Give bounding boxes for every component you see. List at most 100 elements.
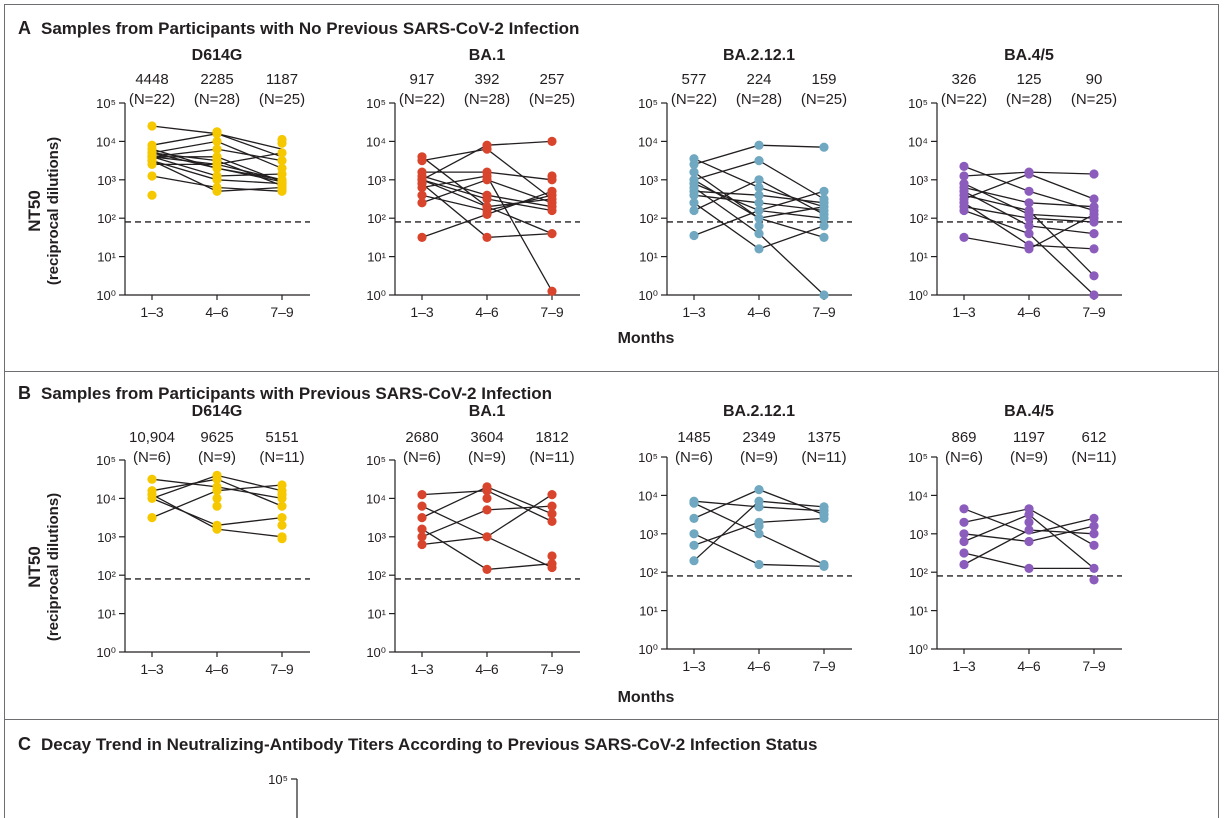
y-tick-label: 10³ — [909, 173, 928, 188]
variant-title: BA.4/5 — [1004, 403, 1054, 420]
n-count-label: (N=11) — [1071, 449, 1116, 466]
x-tick-label: 1–3 — [140, 661, 164, 677]
data-point — [212, 186, 222, 196]
data-point — [482, 505, 492, 515]
y-axis-title: NT50 — [25, 546, 44, 588]
n-count-label: (N=28) — [1006, 91, 1052, 108]
x-tick-label: 4–6 — [747, 304, 771, 320]
gmt-value-label: 1812 — [535, 429, 568, 446]
data-point — [277, 493, 287, 503]
data-point — [754, 198, 764, 208]
y-tick-label: 10² — [639, 565, 658, 580]
n-count-label: (N=28) — [736, 91, 782, 108]
n-count-label: (N=25) — [529, 91, 575, 108]
n-count-label: (N=9) — [198, 449, 236, 466]
data-point — [417, 182, 427, 193]
y-tick-label: 10³ — [909, 527, 928, 542]
data-point — [1089, 575, 1099, 585]
data-point — [147, 190, 157, 200]
data-point — [959, 161, 969, 171]
y-tick-label: 10¹ — [97, 607, 116, 622]
y-tick-label: 10¹ — [639, 604, 658, 619]
data-point — [754, 221, 764, 231]
gmt-value-label: 1187 — [266, 71, 298, 88]
data-point — [959, 205, 969, 216]
x-tick-label: 7–9 — [812, 658, 836, 674]
x-tick-label: 7–9 — [270, 661, 294, 677]
participant-trend-line — [963, 529, 1095, 566]
gmt-value-label: 4448 — [135, 71, 168, 88]
data-point — [1024, 186, 1034, 196]
data-point — [754, 559, 764, 570]
y-tick-label: 10¹ — [367, 607, 386, 622]
gmt-value-label: 326 — [951, 71, 976, 88]
panel-c-title: C Decay Trend in Neutralizing-Antibody Ti… — [18, 734, 817, 755]
gmt-value-label: 3604 — [470, 429, 503, 446]
x-tick-label: 4–6 — [475, 661, 499, 677]
y-tick-label: 10⁰ — [366, 288, 386, 303]
n-count-label: (N=9) — [1010, 449, 1048, 466]
data-point — [1024, 244, 1034, 254]
x-tick-label: 1–3 — [952, 658, 976, 674]
data-point — [819, 213, 829, 223]
gmt-value-label: 577 — [681, 71, 706, 88]
data-point — [482, 486, 492, 496]
n-count-label: (N=22) — [671, 91, 717, 108]
gmt-value-label: 10,904 — [129, 429, 175, 446]
gmt-value-label: 869 — [951, 429, 976, 446]
subplot-ba-2-12-1: BA.2.12.1 1485 (N=6) 1–3 2349 (N=9) 4–6 1375 (N=… — [638, 403, 852, 674]
data-point — [689, 198, 699, 208]
data-point — [754, 175, 764, 185]
data-point — [754, 140, 764, 150]
data-point — [277, 156, 287, 166]
variant-title: BA.1 — [469, 47, 506, 64]
data-point — [819, 221, 829, 231]
variant-title: BA.1 — [469, 403, 506, 420]
x-tick-label: 4–6 — [1017, 304, 1041, 320]
data-point — [1089, 563, 1099, 574]
data-point — [1024, 517, 1034, 527]
n-count-label: (N=25) — [1071, 91, 1117, 108]
data-point — [417, 501, 427, 511]
y-tick-label: 10² — [367, 211, 386, 226]
data-point — [819, 232, 829, 242]
data-point — [819, 290, 829, 300]
data-point — [689, 167, 699, 177]
gmt-value-label: 159 — [811, 71, 836, 88]
y-tick-label: 10⁵ — [96, 96, 116, 111]
x-tick-label: 1–3 — [140, 304, 164, 320]
data-point — [1089, 521, 1099, 531]
data-point — [277, 138, 287, 148]
data-point — [277, 534, 287, 544]
data-point — [819, 513, 829, 524]
data-point — [1089, 229, 1099, 239]
gmt-value-label: 1485 — [677, 429, 710, 446]
gmt-value-label: 2349 — [742, 429, 775, 446]
data-point — [147, 493, 157, 503]
x-tick-label: 4–6 — [475, 304, 499, 320]
data-point — [277, 501, 287, 511]
data-point — [689, 513, 699, 524]
n-count-label: (N=25) — [259, 91, 305, 108]
n-count-label: (N=28) — [464, 91, 510, 108]
subplot-ba-4-5: BA.4/5 869 (N=6) 1–3 1197 (N=9) 4–6 612 (N=11) 7–… — [908, 403, 1122, 674]
n-count-label: (N=11) — [529, 449, 574, 466]
y-tick-label: 10² — [639, 211, 658, 226]
panel-c-title-text: Decay Trend in Neutralizing-Antibody Tit… — [41, 735, 818, 754]
subplot-ba-1: BA.1 2680 (N=6) 1–3 3604 (N=9) 4–6 1812 (N=11) 7–… — [366, 403, 580, 677]
data-point — [1024, 198, 1034, 208]
data-point — [1089, 290, 1099, 300]
y-tick-label: 10⁰ — [638, 642, 658, 657]
data-point — [547, 509, 557, 519]
data-point — [1024, 563, 1034, 574]
n-count-label: (N=6) — [133, 449, 171, 466]
data-point — [547, 490, 557, 500]
n-count-label: (N=11) — [259, 449, 304, 466]
panel-c-frame — [4, 719, 1219, 818]
data-point — [754, 190, 764, 200]
x-tick-label: 4–6 — [1017, 658, 1041, 674]
y-tick-label: 10¹ — [97, 250, 116, 265]
gmt-value-label: 9625 — [200, 429, 233, 446]
data-point — [147, 159, 157, 169]
data-point — [1089, 244, 1099, 254]
